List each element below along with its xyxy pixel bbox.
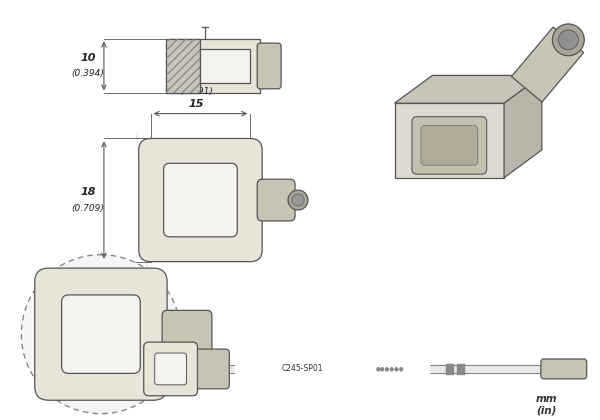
FancyBboxPatch shape [421, 126, 478, 165]
FancyBboxPatch shape [144, 342, 197, 396]
Text: 18: 18 [80, 187, 96, 197]
Polygon shape [395, 103, 504, 178]
Polygon shape [511, 27, 584, 102]
FancyBboxPatch shape [187, 349, 229, 389]
FancyBboxPatch shape [62, 295, 140, 373]
Text: (0.591): (0.591) [180, 87, 213, 96]
FancyBboxPatch shape [166, 39, 260, 93]
FancyBboxPatch shape [541, 359, 587, 379]
FancyBboxPatch shape [139, 139, 262, 262]
Circle shape [292, 194, 304, 206]
FancyBboxPatch shape [155, 353, 187, 385]
Circle shape [288, 190, 308, 210]
FancyBboxPatch shape [35, 268, 167, 400]
Text: (0.709): (0.709) [71, 204, 104, 213]
Bar [200, 49, 250, 83]
Bar [166, 39, 200, 93]
Text: 15: 15 [189, 99, 204, 109]
FancyBboxPatch shape [257, 179, 295, 221]
FancyBboxPatch shape [162, 310, 212, 358]
Text: (0.394): (0.394) [71, 69, 104, 79]
Text: (in): (in) [536, 406, 557, 416]
Circle shape [559, 30, 578, 50]
Text: mm: mm [536, 394, 557, 404]
Text: ●●●●●●: ●●●●●● [376, 366, 404, 371]
FancyBboxPatch shape [257, 43, 281, 89]
FancyBboxPatch shape [412, 117, 487, 174]
Bar [166, 39, 200, 93]
FancyBboxPatch shape [164, 163, 237, 237]
Text: 10: 10 [80, 53, 96, 63]
Polygon shape [504, 76, 542, 178]
Text: C245-SP01: C245-SP01 [282, 365, 323, 373]
Circle shape [553, 24, 584, 56]
Polygon shape [395, 76, 542, 103]
Circle shape [21, 255, 181, 414]
